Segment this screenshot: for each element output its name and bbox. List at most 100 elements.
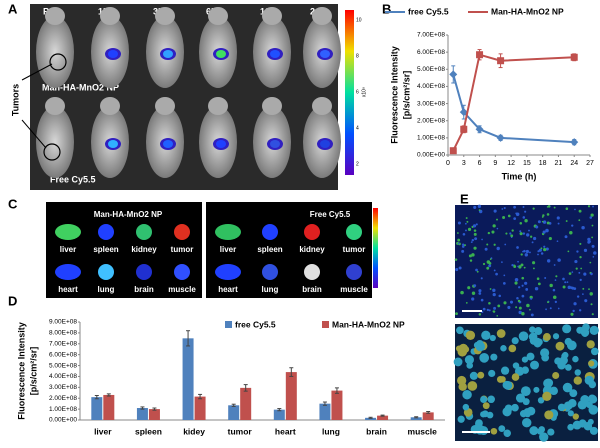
cell xyxy=(571,271,574,273)
cell xyxy=(555,275,558,278)
y-tick-label: 1.00E+08 xyxy=(417,135,445,142)
cell xyxy=(466,220,469,223)
cell xyxy=(545,228,549,233)
mouse-head xyxy=(100,7,120,25)
nucleus xyxy=(567,410,574,417)
cell xyxy=(463,244,467,247)
cell xyxy=(589,292,593,296)
colorbar xyxy=(345,10,354,175)
cell xyxy=(578,209,582,213)
nucleus xyxy=(521,366,529,374)
cell xyxy=(482,307,486,311)
cell xyxy=(556,216,560,220)
cell xyxy=(576,295,580,298)
organ xyxy=(55,264,81,280)
nucleus xyxy=(539,432,549,442)
organ-image xyxy=(46,202,202,298)
bar xyxy=(103,394,115,420)
cell xyxy=(578,271,581,274)
nucleus xyxy=(462,403,470,411)
colorbar-tick: 10 xyxy=(356,17,362,23)
cell xyxy=(457,242,460,245)
bar xyxy=(148,409,160,420)
cell xyxy=(579,255,582,259)
cell xyxy=(473,284,477,288)
cell xyxy=(514,277,519,282)
cell xyxy=(509,232,512,235)
organ-label: liver xyxy=(220,245,236,254)
x-tick-label: lung xyxy=(322,426,340,436)
organ xyxy=(262,264,278,280)
cell xyxy=(497,304,501,308)
x-tick-label: brain xyxy=(366,426,387,436)
x-tick-label: 15 xyxy=(523,160,531,167)
bar xyxy=(410,417,422,420)
cell xyxy=(552,295,557,299)
cell xyxy=(520,263,524,267)
cell xyxy=(493,243,496,246)
cell xyxy=(572,309,575,313)
cell xyxy=(522,216,526,219)
cell xyxy=(554,300,558,304)
cell xyxy=(457,238,461,242)
pointer xyxy=(21,119,47,149)
y-tick-label: 0.00E+00 xyxy=(417,152,445,159)
panel-label: A xyxy=(8,1,18,16)
cell xyxy=(542,220,547,224)
nucleus xyxy=(511,403,519,412)
side-label: Tumors xyxy=(10,84,20,116)
bar xyxy=(285,372,297,420)
organ-label: kidney xyxy=(131,245,157,254)
cell xyxy=(547,205,551,208)
cell xyxy=(553,264,556,266)
cell xyxy=(504,243,507,246)
cell xyxy=(473,232,477,236)
nucleus xyxy=(487,395,495,404)
point xyxy=(496,133,505,142)
cell xyxy=(516,246,519,249)
cell xyxy=(461,243,465,246)
nucleus xyxy=(586,340,595,349)
cell xyxy=(592,205,594,208)
cell xyxy=(537,253,539,256)
point xyxy=(460,125,468,133)
cell xyxy=(517,260,519,263)
nucleus xyxy=(580,395,590,405)
cell xyxy=(544,277,547,280)
cell xyxy=(495,272,498,276)
nucleus xyxy=(562,382,573,393)
nucleus xyxy=(458,343,469,354)
x-tick-label: 24 xyxy=(570,160,578,167)
cell xyxy=(581,225,585,230)
y-tick-label: 9.00E+08 xyxy=(49,319,77,326)
x-tick-label: 6 xyxy=(478,160,482,167)
cell xyxy=(554,279,557,281)
nucleus xyxy=(542,391,552,401)
mouse-head xyxy=(45,97,65,115)
cell xyxy=(478,292,482,295)
mouse-head xyxy=(312,7,332,25)
organ-label: spleen xyxy=(93,245,118,254)
nucleus xyxy=(583,422,593,431)
cell xyxy=(457,221,461,225)
cell xyxy=(496,315,499,317)
cell xyxy=(590,272,593,276)
cell xyxy=(458,266,462,270)
cell xyxy=(517,299,521,303)
panel-label: B xyxy=(382,1,391,16)
cell xyxy=(591,224,594,227)
nucleus xyxy=(481,330,491,340)
cell xyxy=(503,301,507,305)
legend-label: Man-HA-MnO2 NP xyxy=(332,319,405,329)
nucleus xyxy=(588,394,597,403)
cell xyxy=(503,274,506,277)
cell xyxy=(591,244,595,248)
x-tick-label: 21 xyxy=(555,160,563,167)
y-tick-label: 3.00E+08 xyxy=(417,100,445,107)
nucleus xyxy=(533,386,540,393)
row-label: Man-HA-MnO2 NP xyxy=(42,82,119,92)
cell xyxy=(492,288,496,292)
nucleus xyxy=(477,371,485,379)
mouse-head xyxy=(100,97,120,115)
cell xyxy=(518,306,522,310)
